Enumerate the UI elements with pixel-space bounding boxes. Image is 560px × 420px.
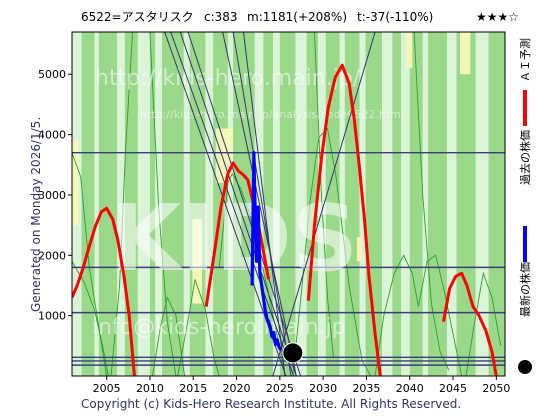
- background-band: [94, 32, 99, 376]
- green-curve: [218, 172, 285, 371]
- background-band: [382, 32, 393, 376]
- green-curve: [465, 271, 502, 376]
- past-price-line: [250, 151, 283, 351]
- background-band: [446, 32, 457, 376]
- background-band: [295, 32, 307, 376]
- x-tick-label: 2010: [136, 382, 164, 395]
- background-band: [475, 32, 489, 376]
- trend-line: [232, 32, 292, 376]
- ai-forecast-line: [72, 63, 498, 376]
- latest-marker: [282, 342, 304, 364]
- x-tick-label: 2025: [266, 382, 294, 395]
- highlight-band: [356, 237, 363, 262]
- horizontal-lines: [72, 152, 505, 366]
- highlight-band: [215, 128, 234, 183]
- min-price: t:-37(-110%): [357, 10, 433, 24]
- chart-title: 6522=アスタリスク: [81, 10, 194, 24]
- y-axis: 1000 2000 3000 4000 5000: [38, 68, 72, 323]
- green-curve: [314, 32, 334, 358]
- current-price: c:383: [204, 10, 238, 24]
- background-band: [205, 32, 214, 376]
- copyright: Copyright (c) Kids-Hero Research Institu…: [81, 397, 461, 411]
- x-tick-label: 2045: [439, 382, 467, 395]
- rating-stars: ★★★☆: [476, 10, 519, 24]
- legend-swatch-latest: [518, 360, 532, 374]
- plot-border: [71, 31, 506, 377]
- x-tick-label: 2030: [309, 382, 337, 395]
- generated-date: Generated on Monday 2026/1/5.: [29, 117, 43, 312]
- y-tick-label: 4000: [38, 129, 66, 142]
- highlight-band: [406, 32, 413, 69]
- series-lines: [72, 63, 498, 376]
- x-tick-label: 2005: [93, 382, 121, 395]
- background-band: [422, 32, 428, 376]
- watermark-url: http://kids-hero.main.jp/: [95, 66, 361, 91]
- y-tick-label: 3000: [38, 189, 66, 202]
- highlight-band: [192, 219, 202, 304]
- x-tick-label: 2050: [482, 382, 510, 395]
- y-tick-label: 1000: [38, 310, 66, 323]
- watermark-email: info@kids-hero.main.jp: [92, 315, 346, 340]
- x-tick-label: 2035: [352, 382, 380, 395]
- trend-line: [242, 32, 286, 376]
- x-tick-label: 2040: [396, 382, 424, 395]
- background-band: [272, 32, 280, 376]
- trend-line: [222, 32, 297, 376]
- legend-label: 過去の株価: [518, 130, 532, 185]
- green-curve: [292, 127, 372, 376]
- trend-line: [170, 32, 295, 376]
- legend-label: 最新の株価: [518, 262, 532, 317]
- trend-line: [272, 32, 376, 376]
- y-tick-label: 5000: [38, 68, 66, 81]
- watermark-url2: http://kids-hero.main.jp/analysis/code65…: [140, 108, 404, 121]
- watermark-big: KIDS: [110, 185, 358, 292]
- highlight-band: [72, 140, 79, 226]
- x-tick-label: 2020: [223, 382, 251, 395]
- background-band: [227, 32, 234, 376]
- green-curve: [152, 296, 186, 376]
- background-band: [339, 32, 345, 376]
- legend-label: ＡＩ予測: [518, 38, 532, 82]
- background-band: [137, 32, 150, 376]
- green-curve: [110, 32, 134, 376]
- x-tick-label: 2015: [179, 382, 207, 395]
- background-band: [183, 32, 190, 376]
- background-band: [401, 32, 410, 376]
- green-curve: [149, 32, 177, 376]
- highlight-band: [459, 32, 471, 75]
- background-band: [117, 32, 125, 376]
- trend-line: [179, 32, 297, 376]
- latest-price-dot: [282, 342, 304, 364]
- max-price: m:1181(+208%): [247, 10, 347, 24]
- plot-area: http://kids-hero.main.jp/ http://kids-he…: [72, 32, 505, 376]
- x-axis: 2005 2010 2015 2020 2025 2030 2035 2040 2045 2050: [93, 376, 510, 395]
- y-tick-label: 2000: [38, 249, 66, 262]
